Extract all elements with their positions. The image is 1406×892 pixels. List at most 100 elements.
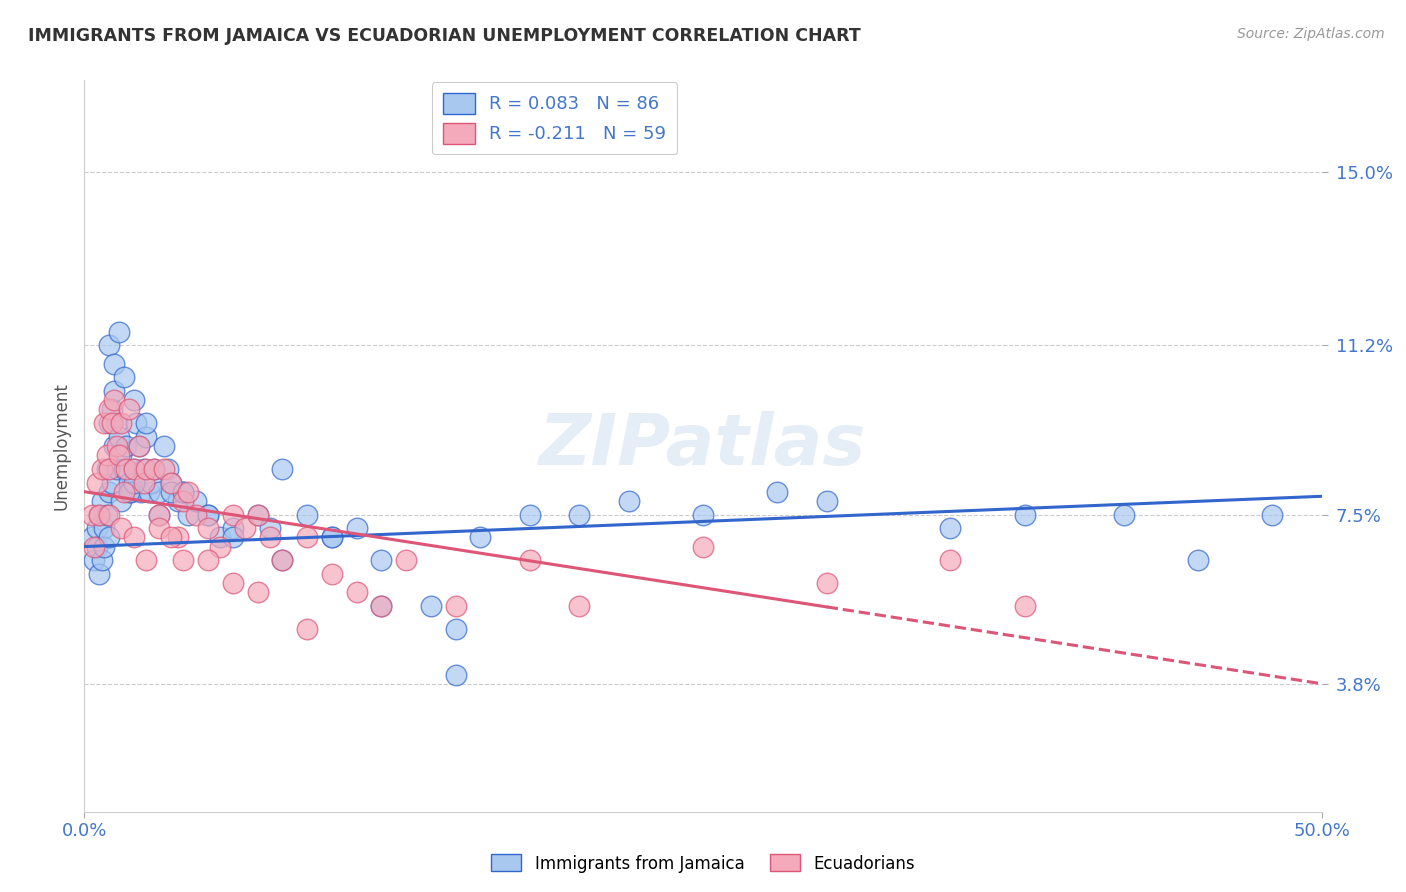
- Point: [93, 416, 115, 430]
- Point: [108, 325, 131, 339]
- Point: [419, 599, 441, 613]
- Point: [103, 439, 125, 453]
- Point: [135, 553, 157, 567]
- Point: [259, 521, 281, 535]
- Point: [177, 508, 200, 522]
- Point: [96, 448, 118, 462]
- Point: [444, 667, 467, 681]
- Point: [118, 484, 141, 499]
- Point: [90, 553, 112, 567]
- Point: [89, 508, 111, 522]
- Point: [148, 508, 170, 522]
- Point: [98, 416, 121, 430]
- Point: [86, 521, 108, 535]
- Point: [112, 462, 135, 476]
- Point: [105, 462, 128, 476]
- Legend: R = 0.083   N = 86, R = -0.211   N = 59: R = 0.083 N = 86, R = -0.211 N = 59: [432, 82, 678, 154]
- Point: [148, 508, 170, 522]
- Point: [172, 494, 194, 508]
- Point: [83, 553, 105, 567]
- Point: [148, 521, 170, 535]
- Point: [98, 402, 121, 417]
- Point: [115, 439, 138, 453]
- Point: [100, 475, 122, 490]
- Point: [617, 494, 640, 508]
- Point: [222, 576, 245, 591]
- Point: [105, 416, 128, 430]
- Point: [295, 622, 318, 636]
- Point: [118, 475, 141, 490]
- Point: [148, 484, 170, 499]
- Point: [246, 508, 269, 522]
- Point: [1112, 508, 1135, 522]
- Point: [160, 475, 183, 490]
- Point: [172, 484, 194, 499]
- Point: [295, 508, 318, 522]
- Point: [110, 494, 132, 508]
- Point: [184, 508, 207, 522]
- Point: [184, 494, 207, 508]
- Point: [222, 530, 245, 544]
- Point: [103, 357, 125, 371]
- Point: [395, 553, 418, 567]
- Point: [129, 484, 152, 499]
- Point: [939, 553, 962, 567]
- Point: [346, 585, 368, 599]
- Text: ZIPatlas: ZIPatlas: [540, 411, 866, 481]
- Text: IMMIGRANTS FROM JAMAICA VS ECUADORIAN UNEMPLOYMENT CORRELATION CHART: IMMIGRANTS FROM JAMAICA VS ECUADORIAN UN…: [28, 27, 860, 45]
- Legend: Immigrants from Jamaica, Ecuadorians: Immigrants from Jamaica, Ecuadorians: [485, 847, 921, 880]
- Point: [100, 416, 122, 430]
- Point: [222, 508, 245, 522]
- Point: [112, 484, 135, 499]
- Point: [815, 576, 838, 591]
- Text: Source: ZipAtlas.com: Source: ZipAtlas.com: [1237, 27, 1385, 41]
- Point: [108, 430, 131, 444]
- Point: [321, 530, 343, 544]
- Point: [89, 508, 111, 522]
- Point: [209, 530, 232, 544]
- Point: [152, 439, 174, 453]
- Point: [98, 530, 121, 544]
- Point: [108, 448, 131, 462]
- Point: [370, 553, 392, 567]
- Point: [142, 462, 165, 476]
- Point: [197, 508, 219, 522]
- Point: [98, 484, 121, 499]
- Point: [122, 475, 145, 490]
- Point: [110, 521, 132, 535]
- Point: [519, 508, 541, 522]
- Point: [135, 462, 157, 476]
- Point: [93, 521, 115, 535]
- Point: [98, 508, 121, 522]
- Point: [89, 567, 111, 582]
- Point: [160, 530, 183, 544]
- Point: [122, 462, 145, 476]
- Point: [233, 521, 256, 535]
- Point: [120, 484, 142, 499]
- Point: [519, 553, 541, 567]
- Point: [321, 530, 343, 544]
- Point: [209, 540, 232, 554]
- Point: [246, 508, 269, 522]
- Point: [766, 484, 789, 499]
- Point: [222, 521, 245, 535]
- Point: [110, 448, 132, 462]
- Point: [112, 370, 135, 384]
- Point: [152, 462, 174, 476]
- Y-axis label: Unemployment: Unemployment: [52, 382, 70, 510]
- Point: [100, 402, 122, 417]
- Point: [197, 553, 219, 567]
- Point: [103, 393, 125, 408]
- Point: [370, 599, 392, 613]
- Point: [96, 462, 118, 476]
- Point: [692, 540, 714, 554]
- Point: [115, 462, 138, 476]
- Point: [141, 475, 163, 490]
- Point: [271, 553, 294, 567]
- Point: [86, 540, 108, 554]
- Point: [135, 416, 157, 430]
- Point: [118, 402, 141, 417]
- Point: [160, 484, 183, 499]
- Point: [80, 530, 103, 544]
- Point: [259, 530, 281, 544]
